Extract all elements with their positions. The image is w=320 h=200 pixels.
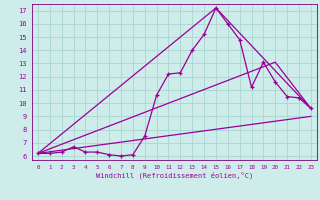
X-axis label: Windchill (Refroidissement éolien,°C): Windchill (Refroidissement éolien,°C): [96, 171, 253, 179]
